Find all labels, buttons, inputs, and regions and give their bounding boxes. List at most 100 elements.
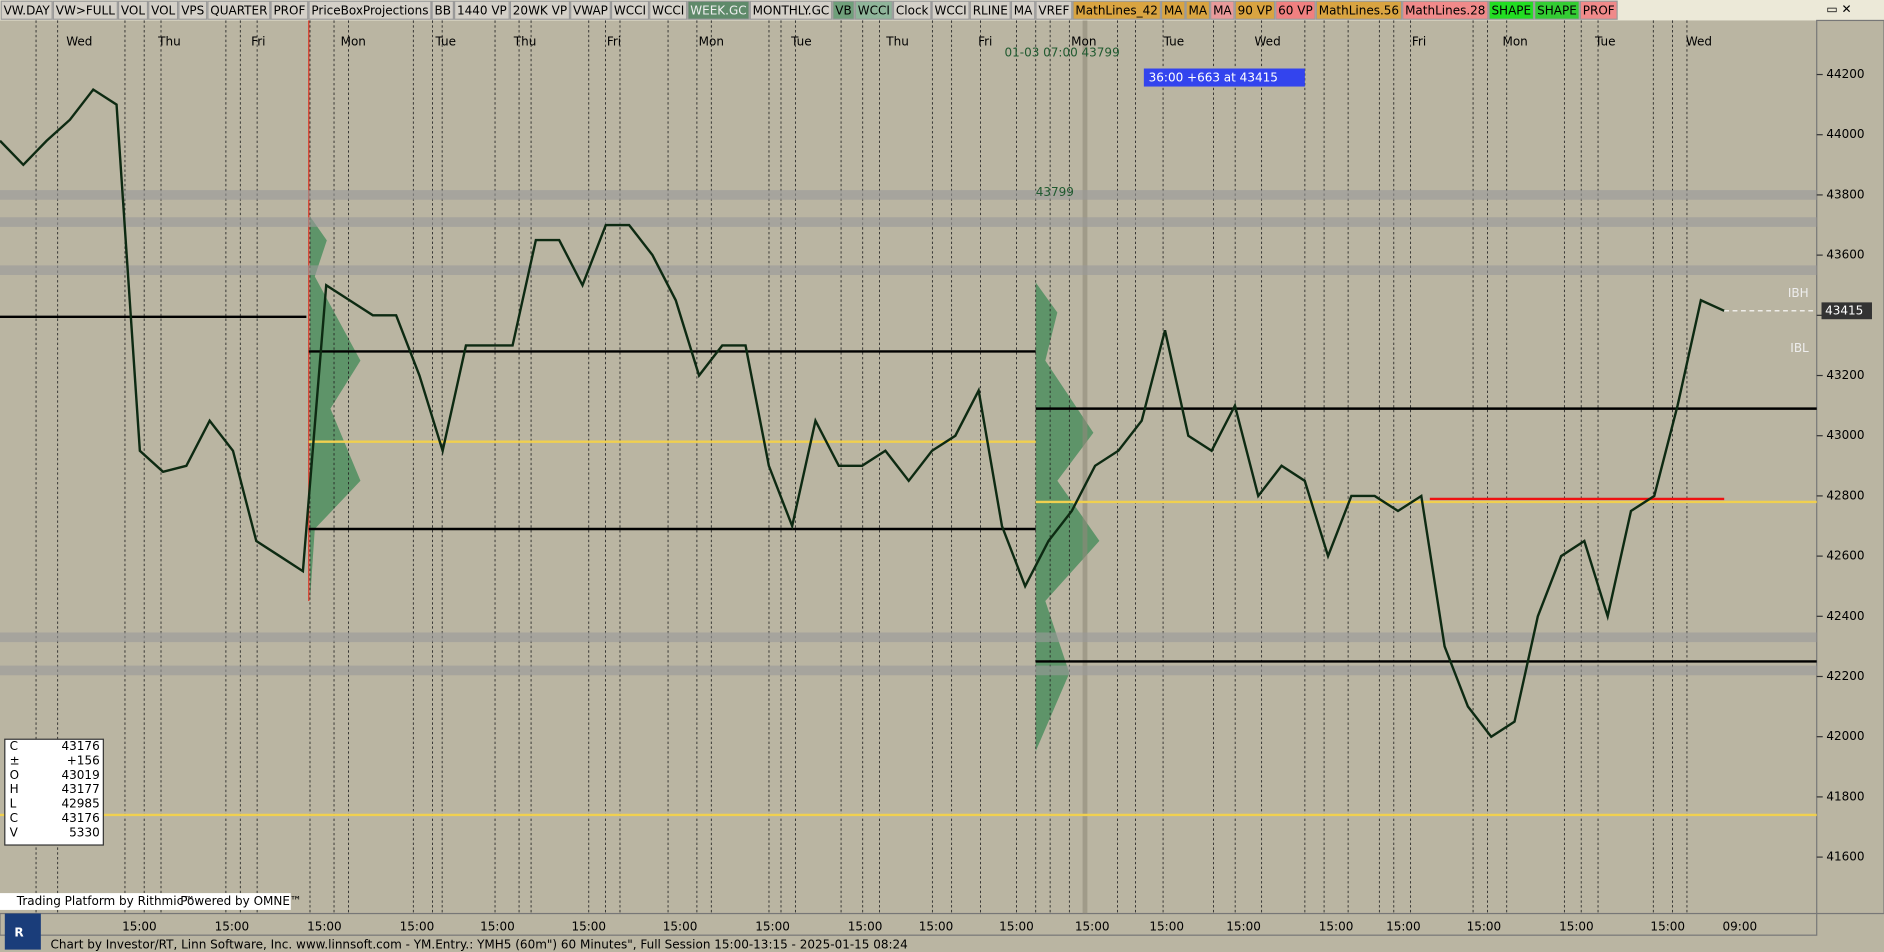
toolbar-button-label[interactable]: MA [1213, 3, 1232, 17]
high-annotation: 01-03 07:00 43799 [1004, 45, 1119, 59]
toolbar-button[interactable] [1072, 0, 1161, 20]
toolbar-button[interactable] [1579, 0, 1618, 20]
info-key: ± [10, 753, 20, 767]
toolbar-button[interactable] [1210, 0, 1235, 20]
time-label: 15:00 [755, 919, 790, 933]
day-label: Thu [157, 35, 181, 49]
day-label: Mon [699, 35, 724, 49]
day-label: Mon [341, 35, 366, 49]
toolbar-button-label[interactable]: BB [435, 3, 451, 17]
toolbar-button[interactable] [178, 0, 208, 20]
toolbar-button-label[interactable]: RLINE [973, 3, 1008, 17]
toolbar-button-label[interactable]: MONTHLY.GC [753, 3, 830, 17]
toolbar-button[interactable] [1488, 0, 1535, 20]
toolbar-button-label[interactable]: MA [1014, 3, 1033, 17]
day-label: Wed [1255, 35, 1281, 49]
toolbar-button[interactable] [1035, 0, 1073, 20]
y-tick-label: 41800 [1826, 789, 1864, 803]
toolbar-button[interactable] [509, 0, 571, 20]
toolbar-button[interactable] [117, 0, 149, 20]
time-label: 15:00 [919, 919, 954, 933]
toolbar-button[interactable] [0, 0, 53, 20]
toolbar-button-label[interactable]: VOL [151, 3, 175, 17]
toolbar-button-label[interactable]: VREF [1038, 3, 1069, 17]
toolbar-button-label[interactable]: 1440 VP [457, 3, 507, 17]
toolbar-button[interactable] [308, 0, 432, 20]
time-label: 15:00 [848, 919, 883, 933]
time-label: 15:00 [1650, 919, 1685, 933]
toolbar-button-label[interactable]: VWAP [573, 3, 608, 17]
toolbar-button-label[interactable]: 90 VP [1238, 3, 1273, 17]
toolbar-button-label[interactable]: VOL [121, 3, 145, 17]
info-value: 5330 [69, 825, 100, 839]
y-tick-label: 44000 [1826, 127, 1864, 141]
toolbar-button[interactable] [1185, 0, 1211, 20]
toolbar-button-label[interactable]: Clock [896, 3, 929, 17]
toolbar-button[interactable] [148, 0, 179, 20]
toolbar-button[interactable] [270, 0, 309, 20]
toolbar-button[interactable] [1534, 0, 1580, 20]
y-tick-label: 43000 [1826, 428, 1864, 442]
time-label: 15:00 [480, 919, 515, 933]
toolbar-button-label[interactable]: WCCI [614, 3, 646, 17]
toolbar-button-label[interactable]: PROF [1583, 3, 1615, 17]
toolbar-button[interactable] [52, 0, 118, 20]
toolbar-button-label[interactable]: MA [1189, 3, 1208, 17]
toolbar-button-label[interactable]: VB [835, 3, 851, 17]
time-label: 15:00 [1149, 919, 1184, 933]
toolbar-button-label[interactable]: VPS [181, 3, 204, 17]
logo [4, 913, 41, 950]
time-label: 09:00 [1723, 919, 1758, 933]
time-label: 15:00 [122, 919, 157, 933]
time-label: 15:00 [307, 919, 342, 933]
toolbar-button-label[interactable]: QUARTER [210, 3, 267, 17]
toolbar-button-label[interactable]: VW.DAY [4, 3, 51, 17]
toolbar-button[interactable] [1010, 0, 1036, 20]
toolbar-button-label[interactable]: MathLines.28 [1405, 3, 1485, 17]
toolbar-button-label[interactable]: WEEK.GC [690, 3, 746, 17]
toolbar-button-label[interactable]: 20WK VP [513, 3, 567, 17]
toolbar-button[interactable] [1275, 0, 1316, 20]
toolbar-button[interactable] [610, 0, 650, 20]
toolbar-button-label[interactable]: WCCI [858, 3, 890, 17]
toolbar-button[interactable] [453, 0, 510, 20]
toolbar-button[interactable] [931, 0, 970, 20]
toolbar-button[interactable] [749, 0, 833, 20]
day-label: Thu [885, 35, 909, 49]
toolbar-button[interactable] [832, 0, 855, 20]
toolbar-button-label[interactable]: WCCI [935, 3, 967, 17]
toolbar-button[interactable] [1160, 0, 1186, 20]
toolbar-button-label[interactable]: SHAPE [1491, 3, 1531, 17]
toolbar-button-label[interactable]: VW>FULL [56, 3, 115, 17]
time-label: 15:00 [400, 919, 435, 933]
window-controls[interactable]: ▭ ✕ [1826, 2, 1851, 16]
info-key: O [10, 768, 19, 782]
toolbar-button[interactable] [969, 0, 1011, 20]
info-box [4, 738, 104, 846]
toolbar-button[interactable] [854, 0, 893, 20]
y-tick-label: 41600 [1826, 850, 1864, 864]
toolbar-button-label[interactable]: MA [1164, 3, 1183, 17]
toolbar-button-label[interactable]: WCCI [652, 3, 684, 17]
toolbar-button[interactable] [1234, 0, 1276, 20]
plot [0, 87, 1725, 739]
toolbar-button-label[interactable]: MathLines.56 [1319, 3, 1399, 17]
toolbar-button-label[interactable]: PriceBoxProjections [311, 3, 428, 17]
toolbar-button-label[interactable]: SHAPE [1537, 3, 1577, 17]
toolbar-button-label[interactable]: MathLines_42 [1075, 3, 1158, 17]
branding-omne: Powered by OMNE™ [180, 894, 302, 908]
toolbar-button[interactable] [431, 0, 454, 20]
toolbar-button[interactable] [570, 0, 611, 20]
toolbar-button-label[interactable]: PROF [273, 3, 305, 17]
toolbar-button[interactable] [892, 0, 932, 20]
toolbar-button[interactable] [207, 0, 271, 20]
toolbar-button[interactable] [1402, 0, 1489, 20]
info-value: 43176 [62, 739, 100, 753]
toolbar-button[interactable] [649, 0, 688, 20]
toolbar-button-label[interactable]: 60 VP [1278, 3, 1313, 17]
toolbar-button[interactable] [687, 0, 750, 20]
ibl-label: IBL [1790, 341, 1809, 355]
toolbar-button[interactable] [1315, 0, 1403, 20]
time-label: 15:00 [571, 919, 606, 933]
